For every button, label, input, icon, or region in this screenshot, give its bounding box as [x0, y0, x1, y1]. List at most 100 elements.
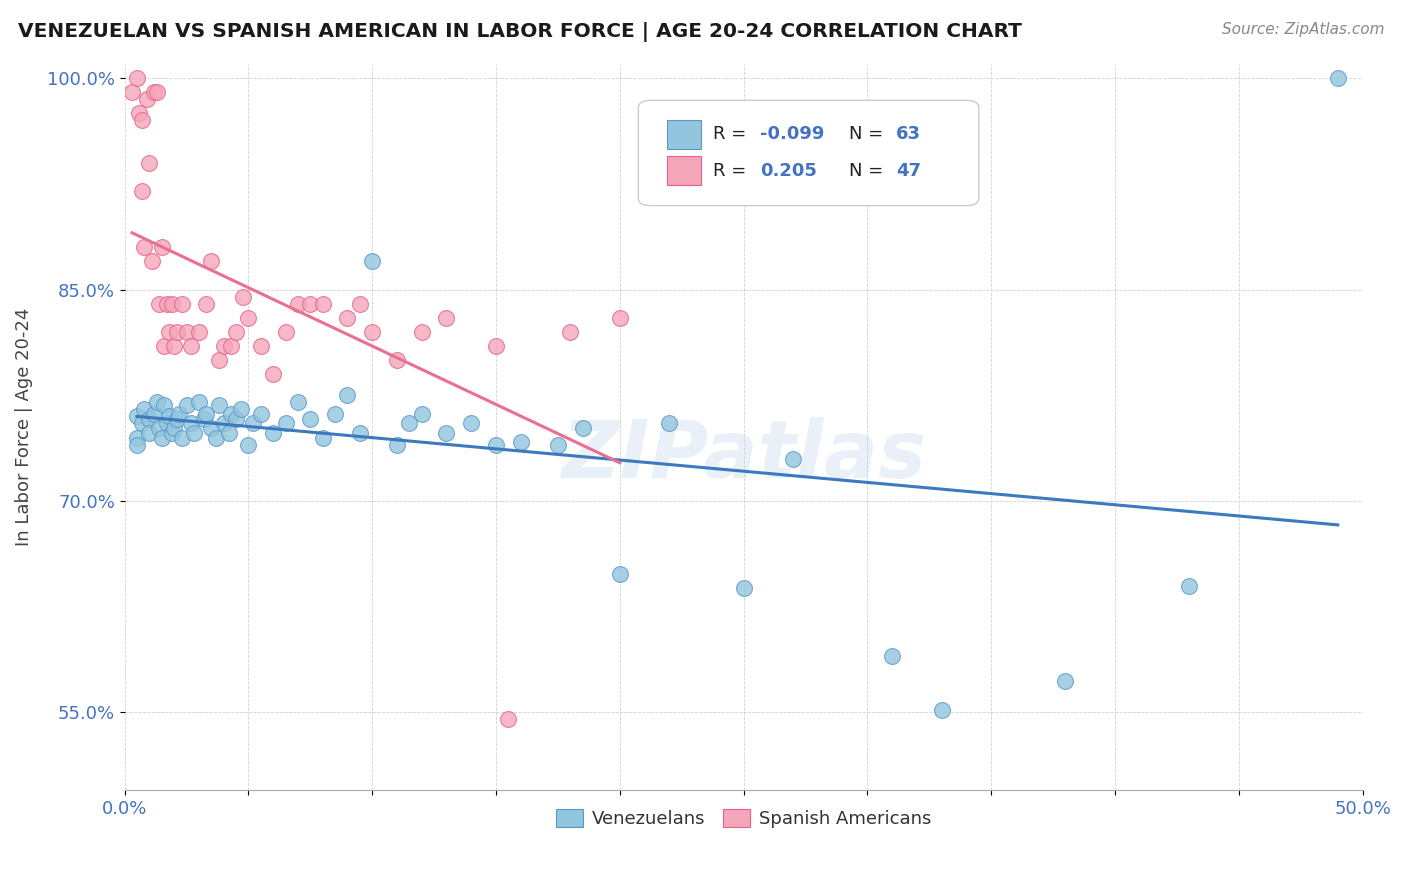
FancyBboxPatch shape: [666, 120, 702, 149]
Text: R =: R =: [713, 126, 752, 144]
Point: [125, 409, 148, 424]
Point: [146, 395, 169, 409]
Point: [125, 431, 148, 445]
Point: [134, 240, 156, 254]
Point: [262, 426, 284, 441]
Point: [157, 325, 180, 339]
Point: [249, 339, 271, 353]
Point: [131, 113, 153, 128]
Point: [287, 395, 309, 409]
Legend: Venezuelans, Spanish Americans: Venezuelans, Spanish Americans: [548, 802, 939, 835]
Point: [146, 85, 169, 99]
Point: [153, 339, 176, 353]
Point: [882, 648, 904, 663]
Point: [166, 325, 188, 339]
Point: [312, 296, 335, 310]
Point: [460, 417, 482, 431]
Point: [436, 426, 458, 441]
Point: [1178, 578, 1201, 592]
Point: [398, 417, 420, 431]
Point: [134, 402, 156, 417]
Point: [138, 426, 160, 441]
Point: [163, 420, 186, 434]
Point: [212, 417, 235, 431]
Point: [170, 431, 193, 445]
Point: [287, 296, 309, 310]
Text: 0.205: 0.205: [759, 161, 817, 180]
FancyBboxPatch shape: [638, 101, 979, 205]
Point: [180, 417, 202, 431]
Point: [138, 412, 160, 426]
Point: [411, 325, 433, 339]
Point: [361, 254, 384, 268]
Text: N =: N =: [849, 161, 889, 180]
Point: [131, 184, 153, 198]
Point: [176, 325, 198, 339]
Point: [195, 407, 218, 421]
Point: [274, 417, 297, 431]
Point: [274, 325, 297, 339]
Point: [312, 431, 335, 445]
Point: [262, 367, 284, 381]
Point: [498, 713, 520, 727]
Point: [609, 310, 631, 325]
Point: [156, 296, 179, 310]
Point: [208, 353, 231, 368]
Point: [200, 254, 222, 268]
Point: [299, 412, 322, 426]
Point: [143, 407, 166, 421]
Text: 47: 47: [896, 161, 921, 180]
Point: [336, 310, 359, 325]
Point: [218, 426, 240, 441]
Point: [153, 398, 176, 412]
Point: [931, 702, 953, 716]
Point: [238, 437, 260, 451]
Point: [156, 417, 179, 431]
Point: [485, 339, 508, 353]
Point: [200, 420, 222, 434]
Point: [733, 582, 755, 596]
Point: [176, 398, 198, 412]
Point: [238, 310, 260, 325]
Point: [138, 155, 160, 169]
Point: [166, 412, 188, 426]
Point: [163, 339, 186, 353]
Point: [336, 388, 359, 402]
Point: [212, 339, 235, 353]
Point: [150, 431, 173, 445]
Text: -0.099: -0.099: [759, 126, 824, 144]
Point: [485, 437, 508, 451]
Point: [411, 407, 433, 421]
Point: [131, 417, 153, 431]
Point: [160, 426, 183, 441]
Point: [782, 451, 804, 466]
Point: [299, 296, 322, 310]
Point: [658, 417, 681, 431]
Point: [1326, 71, 1348, 86]
Point: [249, 407, 271, 421]
Point: [219, 407, 242, 421]
Point: [150, 240, 173, 254]
Text: ZIPatlas: ZIPatlas: [561, 417, 927, 495]
Point: [160, 296, 183, 310]
Point: [187, 325, 209, 339]
Point: [125, 437, 148, 451]
Point: [157, 409, 180, 424]
Point: [148, 420, 170, 434]
Point: [143, 85, 166, 99]
Point: [349, 426, 371, 441]
Point: [187, 395, 209, 409]
Point: [125, 71, 148, 86]
Point: [170, 296, 193, 310]
Text: Source: ZipAtlas.com: Source: ZipAtlas.com: [1222, 22, 1385, 37]
Point: [219, 339, 242, 353]
Point: [183, 426, 205, 441]
Point: [205, 431, 228, 445]
Point: [141, 254, 163, 268]
Point: [121, 85, 143, 99]
Point: [135, 92, 157, 106]
Point: [609, 567, 631, 582]
Point: [229, 402, 252, 417]
Point: [128, 106, 150, 120]
Point: [148, 296, 170, 310]
